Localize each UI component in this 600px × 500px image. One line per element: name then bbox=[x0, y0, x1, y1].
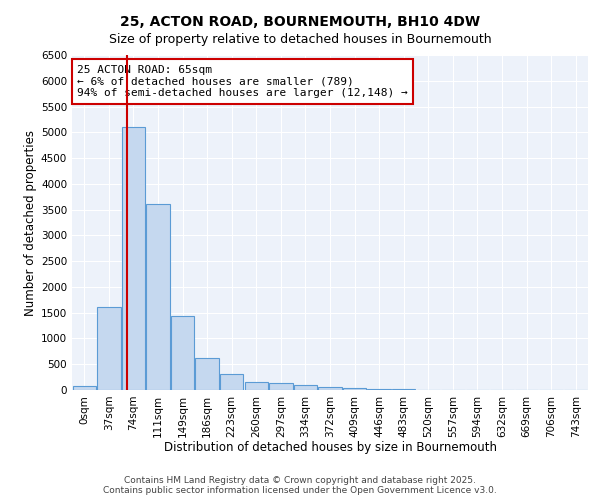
Text: 25 ACTON ROAD: 65sqm
← 6% of detached houses are smaller (789)
94% of semi-detac: 25 ACTON ROAD: 65sqm ← 6% of detached ho… bbox=[77, 65, 408, 98]
Text: 25, ACTON ROAD, BOURNEMOUTH, BH10 4DW: 25, ACTON ROAD, BOURNEMOUTH, BH10 4DW bbox=[120, 15, 480, 29]
Y-axis label: Number of detached properties: Number of detached properties bbox=[24, 130, 37, 316]
Bar bbox=[196, 358, 219, 390]
Bar bbox=[269, 384, 293, 390]
Bar bbox=[319, 388, 341, 390]
Bar bbox=[73, 386, 96, 390]
Bar bbox=[294, 385, 317, 390]
X-axis label: Distribution of detached houses by size in Bournemouth: Distribution of detached houses by size … bbox=[163, 441, 497, 454]
Bar bbox=[220, 374, 244, 390]
Bar bbox=[146, 204, 170, 390]
Text: Contains HM Land Registry data © Crown copyright and database right 2025.
Contai: Contains HM Land Registry data © Crown c… bbox=[103, 476, 497, 495]
Bar bbox=[97, 306, 121, 390]
Bar bbox=[122, 127, 145, 390]
Bar bbox=[343, 388, 366, 390]
Bar bbox=[171, 316, 194, 390]
Bar bbox=[367, 389, 391, 390]
Bar bbox=[245, 382, 268, 390]
Text: Size of property relative to detached houses in Bournemouth: Size of property relative to detached ho… bbox=[109, 32, 491, 46]
